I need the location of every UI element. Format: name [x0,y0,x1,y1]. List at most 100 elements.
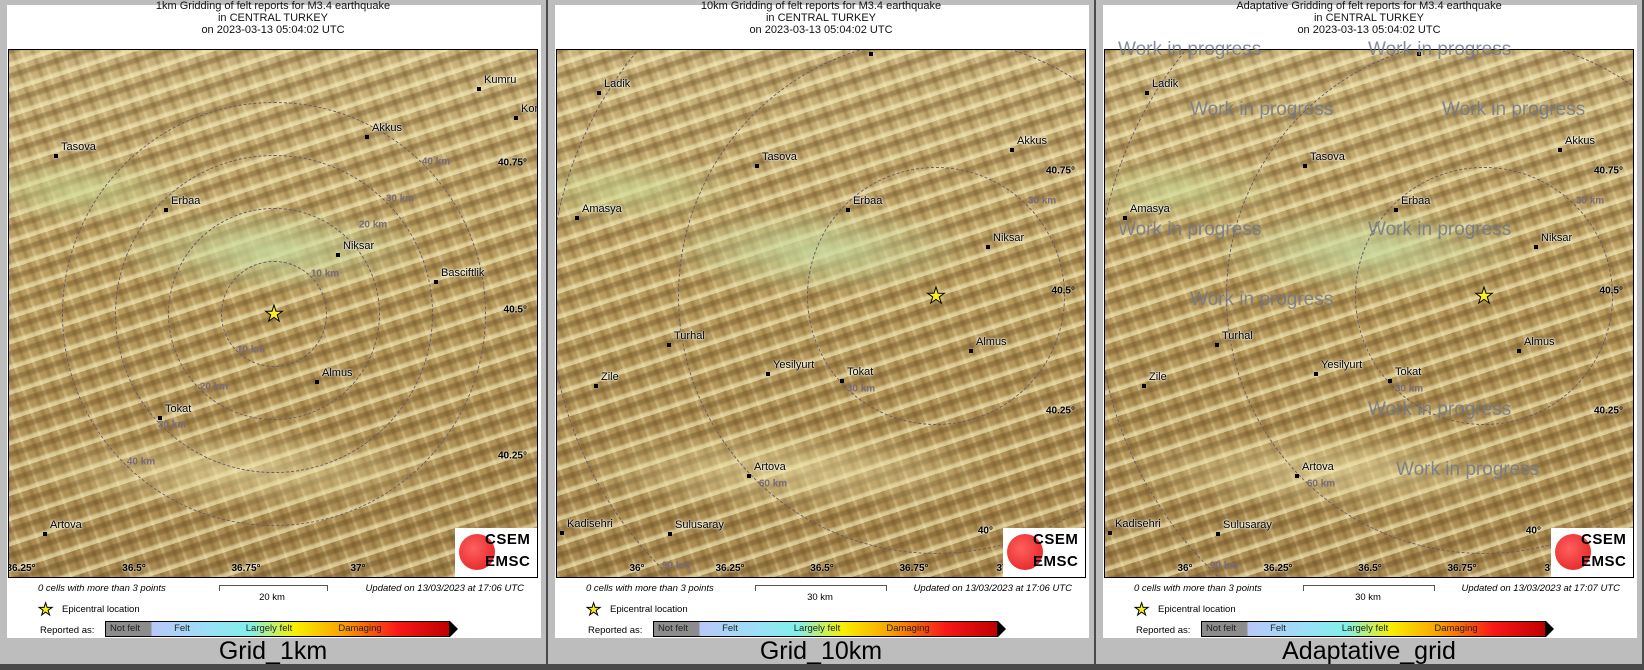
distance-label: 90 km [1209,560,1239,572]
scale-bar [755,585,887,591]
color-bar-arrow-icon [998,621,1006,637]
latitude-label: 40.25° [1593,405,1623,417]
intensity-color-bar [1201,621,1546,637]
city-marker [43,532,47,536]
hillshade-map[interactable]: Kumru Kor Akkus Tasova Erbaa Niksar Basciftlik… [8,49,538,578]
distance-label: 30 km [1575,195,1605,207]
city-label: Tasova [61,141,96,153]
title-line: in CENTRAL TURKEY [1313,12,1425,24]
city-marker [1216,532,1220,536]
latitude-label: 40.75° [1593,165,1623,177]
globe-icon [1555,534,1591,570]
latitude-label: 40.25° [497,450,527,462]
city-marker [1394,208,1398,212]
map-title: 1km Gridding of felt reports for M3.4 ea… [0,0,546,36]
hillshade-map[interactable]: Ladik Amasya Tasova Erbaa Akkus Niksar Turhal Z… [1104,49,1634,578]
city-marker [1558,148,1562,152]
city-marker [668,532,672,536]
map-title: Adaptative Gridding of felt reports for … [1096,0,1642,36]
intensity-level-label: Damaging [338,623,382,634]
title-line: in CENTRAL TURKEY [765,12,877,24]
watermark-text: Work in progress [1190,99,1334,120]
longitude-label: 36.75° [1447,563,1477,574]
city-marker [597,91,601,95]
intensity-level-label: Felt [1270,623,1286,634]
distance-label: 40 km [421,156,451,168]
city-marker [477,87,481,91]
longitude-label: 36.75° [899,563,929,574]
watermark-text: Work in progress [1118,219,1262,240]
intensity-level-label: Damaging [1434,623,1478,634]
city-label: Sulusaray [1223,519,1272,531]
longitude-label: 36.5° [810,563,834,574]
city-marker [594,384,598,388]
watermark-text: Work in progress [1396,459,1540,480]
city-label: Artova [754,461,786,473]
watermark-text: Work in progress [1368,39,1512,60]
title-line: 10km Gridding of felt reports for M3.4 e… [700,0,942,12]
reported-as-label: Reported as: [40,625,95,636]
epicenter-star-icon: ★ [1133,600,1150,619]
watermark-text: Work in progress [1368,399,1512,420]
city-label: Erbaa [853,195,883,207]
city-label: Almus [976,336,1007,348]
latitude-label: 40° [977,525,993,537]
distance-circle [62,102,486,526]
watermark-text: Work in progress [1442,99,1586,120]
epicenter-star-icon: ★ [926,283,947,308]
title-line: in CENTRAL TURKEY [217,12,329,24]
city-label: Yesilyurt [773,359,815,371]
distance-label: 60 km [758,478,788,490]
epicenter-star-icon: ★ [37,600,54,619]
distance-label: 60 km [1306,478,1336,490]
longitude-label: 36° [1177,563,1193,574]
logo-text: EMSC [1033,553,1079,570]
intensity-level-label: Felt [174,623,190,634]
city-marker [846,208,850,212]
city-label: Zile [601,371,619,383]
city-marker [667,343,671,347]
epicenter-star-icon: ★ [264,301,285,326]
globe-icon [459,534,495,570]
city-marker [336,253,340,257]
longitude-label: 36.5° [122,563,146,574]
latitude-label: 40.5° [1599,285,1623,297]
city-label: Artova [50,519,82,531]
epicenter-star-icon: ★ [1474,283,1495,308]
city-label: Kadisehri [1115,518,1161,530]
hillshade-map[interactable]: Ladik Amasya Tasova Erbaa Akkus Niksar Turhal Z… [556,49,1086,578]
city-label: Tokat [165,403,192,415]
latitude-label: 40.75° [1045,165,1075,177]
city-marker [164,208,168,212]
distance-label: 20 km [358,219,388,231]
city-marker [1142,384,1146,388]
latitude-label: 40.5° [1051,285,1075,297]
city-marker [1314,372,1318,376]
city-marker [1388,379,1392,383]
city-marker [1215,343,1219,347]
intensity-level-label: Largely felt [245,623,293,634]
city-marker [1145,91,1149,95]
city-marker [755,164,759,168]
distance-label: 40 km [126,456,156,468]
city-marker [54,154,58,158]
reported-as-label: Reported as: [588,625,643,636]
city-label: Amasya [582,203,622,215]
logo-text: CSEM [1033,531,1079,548]
scale-label: 20 km [259,592,285,603]
color-bar-arrow-icon [450,621,458,637]
title-line: 1km Gridding of felt reports for M3.4 ea… [155,0,391,12]
updated-text: Updated on 13/03/2023 at 17:06 UTC [365,583,524,594]
map-title: 10km Gridding of felt reports for M3.4 e… [548,0,1094,36]
cells-count-text: 0 cells with more than 3 points [38,583,166,594]
longitude-label: 36.5° [1358,563,1382,574]
city-label: Akkus [1565,135,1595,147]
city-label: Tokat [847,366,874,378]
scale-label: 30 km [807,592,833,603]
city-label: Turhal [1222,330,1253,342]
city-label: Ladik [1152,78,1179,90]
city-label: Kumru [484,74,517,86]
map-panel: 1km Gridding of felt reports for M3.4 ea… [0,0,546,664]
panel-caption: Grid_10km [759,637,883,665]
intensity-color-bar [105,621,450,637]
